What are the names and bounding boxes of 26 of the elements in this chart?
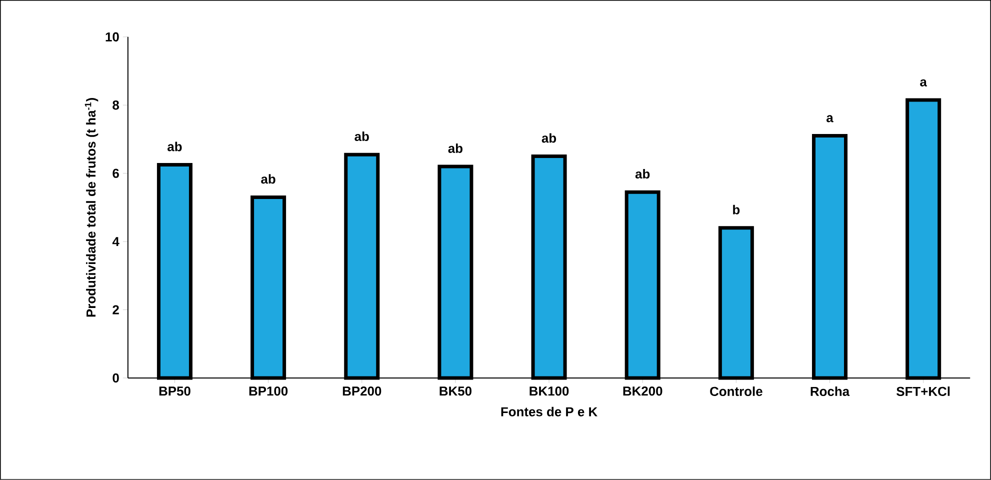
x-axis-title: Fontes de P e K [501,406,598,416]
x-tick-label: BP50 [159,386,190,396]
y-tick-label: 6 [112,168,119,178]
x-tick-label: BK100 [530,386,569,396]
y-tick-label: 0 [112,373,119,383]
annotation: ab [354,132,369,142]
x-tick-label: SFT+KCl [896,386,950,396]
annotation: ab [542,133,556,143]
y-tick-label: 2 [112,305,119,314]
y-axis-title: Produtividade total de frutos (t ha$^{-1}$) [84,98,98,317]
annotation: a [920,79,928,87]
annotation: b [733,204,740,214]
annotation: ab [168,142,182,152]
x-tick-label: BP200 [342,386,382,396]
x-tick-label: BK200 [623,386,662,396]
x-tick-label: Controle [710,386,762,396]
annotation: ab [261,174,276,184]
annotation: ab [635,169,650,179]
annotation: a [826,115,834,122]
x-tick-label: BP100 [249,386,288,396]
annotation: ab [448,144,462,154]
y-tick-label: 8 [112,100,120,110]
y-tick-label: 4 [112,237,120,246]
x-tick-label: BK50 [440,386,472,396]
y-tick-label: 10 [106,32,119,42]
x-tick-label: Rocha [810,386,850,396]
